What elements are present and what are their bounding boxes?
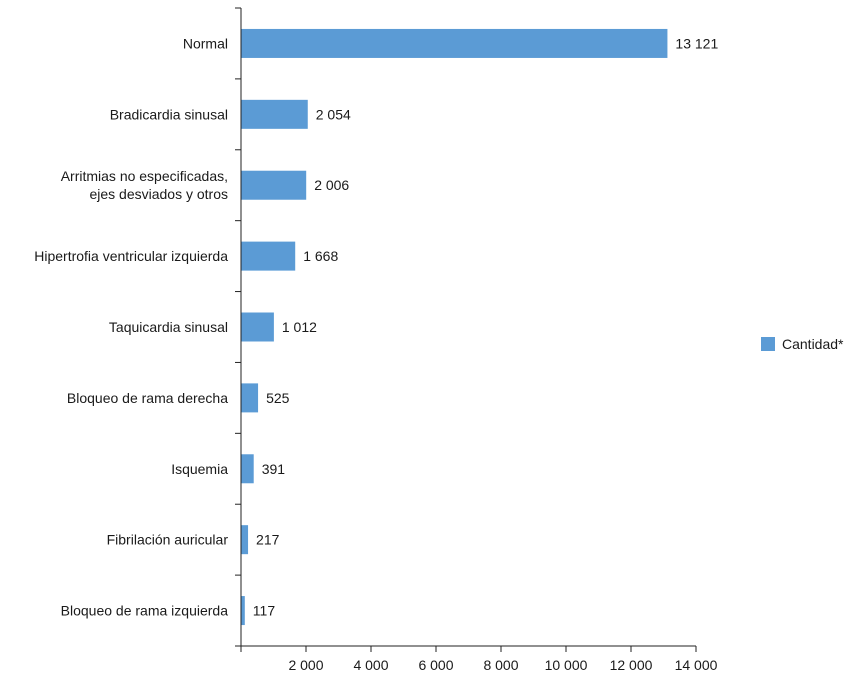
value-label: 2 006 [314,177,349,193]
category-label: Arritmias no especificadas, [61,168,228,184]
category-label: Hipertrofia ventricular izquierda [34,248,228,264]
value-label: 1 012 [282,319,317,335]
x-tick-label: 2 000 [288,657,323,673]
bar [241,99,308,129]
x-tick-label: 14 000 [675,657,718,673]
bar [241,525,249,555]
value-label: 2 054 [316,106,351,122]
bar [241,241,296,271]
category-label: Taquicardia sinusal [109,319,228,335]
value-label: 391 [262,461,286,477]
bar [241,28,668,58]
bar [241,312,274,342]
value-label: 525 [266,390,290,406]
value-label: 1 668 [303,248,338,264]
x-tick-label: 4 000 [353,657,388,673]
bar [241,383,259,413]
value-label: 117 [253,603,276,619]
category-label: Bloqueo de rama izquierda [61,603,229,619]
legend-label: Cantidad* [782,336,844,352]
axes-layer [235,7,697,652]
legend-swatch [761,337,775,351]
bar [241,170,307,200]
x-tick-label: 12 000 [610,657,653,673]
bar [241,454,254,484]
category-label: Bradicardia sinusal [110,106,228,122]
bar [241,596,245,626]
category-label: Fibrilación auricular [107,532,229,548]
value-label: 217 [256,532,280,548]
category-label: Normal [183,35,228,51]
legend: Cantidad* [761,336,844,352]
category-label: Bloqueo de rama derecha [67,390,228,406]
category-label: Isquemia [171,461,228,477]
labels-layer: 13 121 Normal 2 054 Bradicardia sinusal 2 00… [34,35,718,673]
x-tick-label: 8 000 [483,657,518,673]
category-label: ejes desviados y otros [89,186,228,202]
x-tick-label: 10 000 [545,657,588,673]
x-tick-label: 6 000 [418,657,453,673]
bars-layer [241,28,668,626]
value-label: 13 121 [675,35,718,51]
